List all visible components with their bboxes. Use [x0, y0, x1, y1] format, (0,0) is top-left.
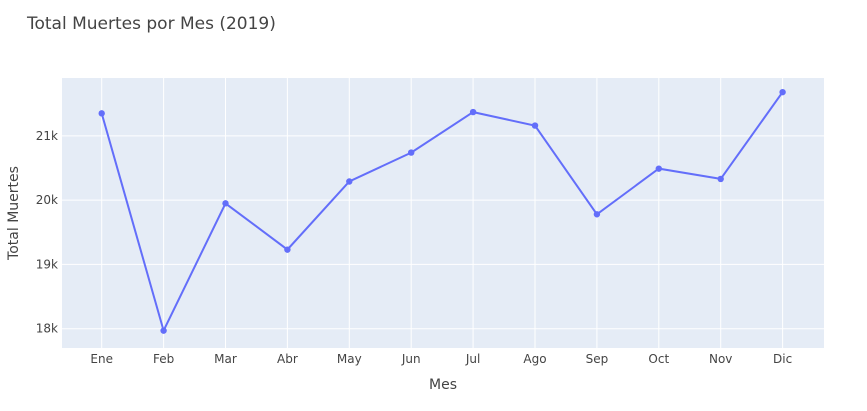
x-tick-label: May: [337, 352, 362, 366]
x-tick-label: Jun: [401, 352, 421, 366]
y-axis-title: Total Muertes: [6, 166, 22, 261]
x-axis-title: Mes: [429, 377, 457, 393]
data-point[interactable]: [593, 211, 601, 218]
y-axis-ticks: 18k 19k 20k 21k: [36, 129, 58, 336]
data-point[interactable]: [408, 149, 415, 156]
y-tick-label: 21k: [36, 129, 58, 143]
plot-area: [62, 78, 824, 348]
x-tick-label: Sep: [586, 352, 609, 366]
data-point[interactable]: [779, 88, 786, 96]
data-point[interactable]: [531, 122, 539, 129]
x-tick-label: Mar: [214, 352, 237, 366]
data-point[interactable]: [98, 110, 105, 117]
x-tick-label: Ago: [523, 352, 546, 366]
x-tick-label: Dic: [773, 352, 792, 366]
series-markers: [98, 88, 786, 334]
data-point[interactable]: [346, 178, 353, 185]
x-tick-label: Ene: [90, 352, 113, 366]
data-point[interactable]: [717, 175, 724, 183]
x-tick-label: Oct: [648, 352, 669, 366]
data-point[interactable]: [655, 165, 662, 172]
y-tick-label: 20k: [36, 193, 58, 207]
series-line: [100, 91, 784, 334]
chart-title: Total Muertes por Mes (2019): [26, 14, 276, 34]
x-axis-ticks: Ene Feb Mar Abr May Jun Jul Ago Sep Oct Nov Dic: [90, 352, 792, 366]
data-point[interactable]: [222, 200, 229, 207]
data-point[interactable]: [284, 246, 291, 253]
data-point[interactable]: [469, 108, 477, 116]
x-tick-label: Nov: [709, 352, 732, 366]
x-tick-label: Abr: [277, 352, 298, 366]
x-tick-label: Jul: [465, 352, 480, 366]
x-tick-label: Feb: [153, 352, 174, 366]
y-tick-label: 18k: [36, 322, 58, 336]
gridlines: [62, 78, 824, 348]
y-tick-label: 19k: [36, 257, 58, 271]
data-point[interactable]: [160, 327, 167, 334]
